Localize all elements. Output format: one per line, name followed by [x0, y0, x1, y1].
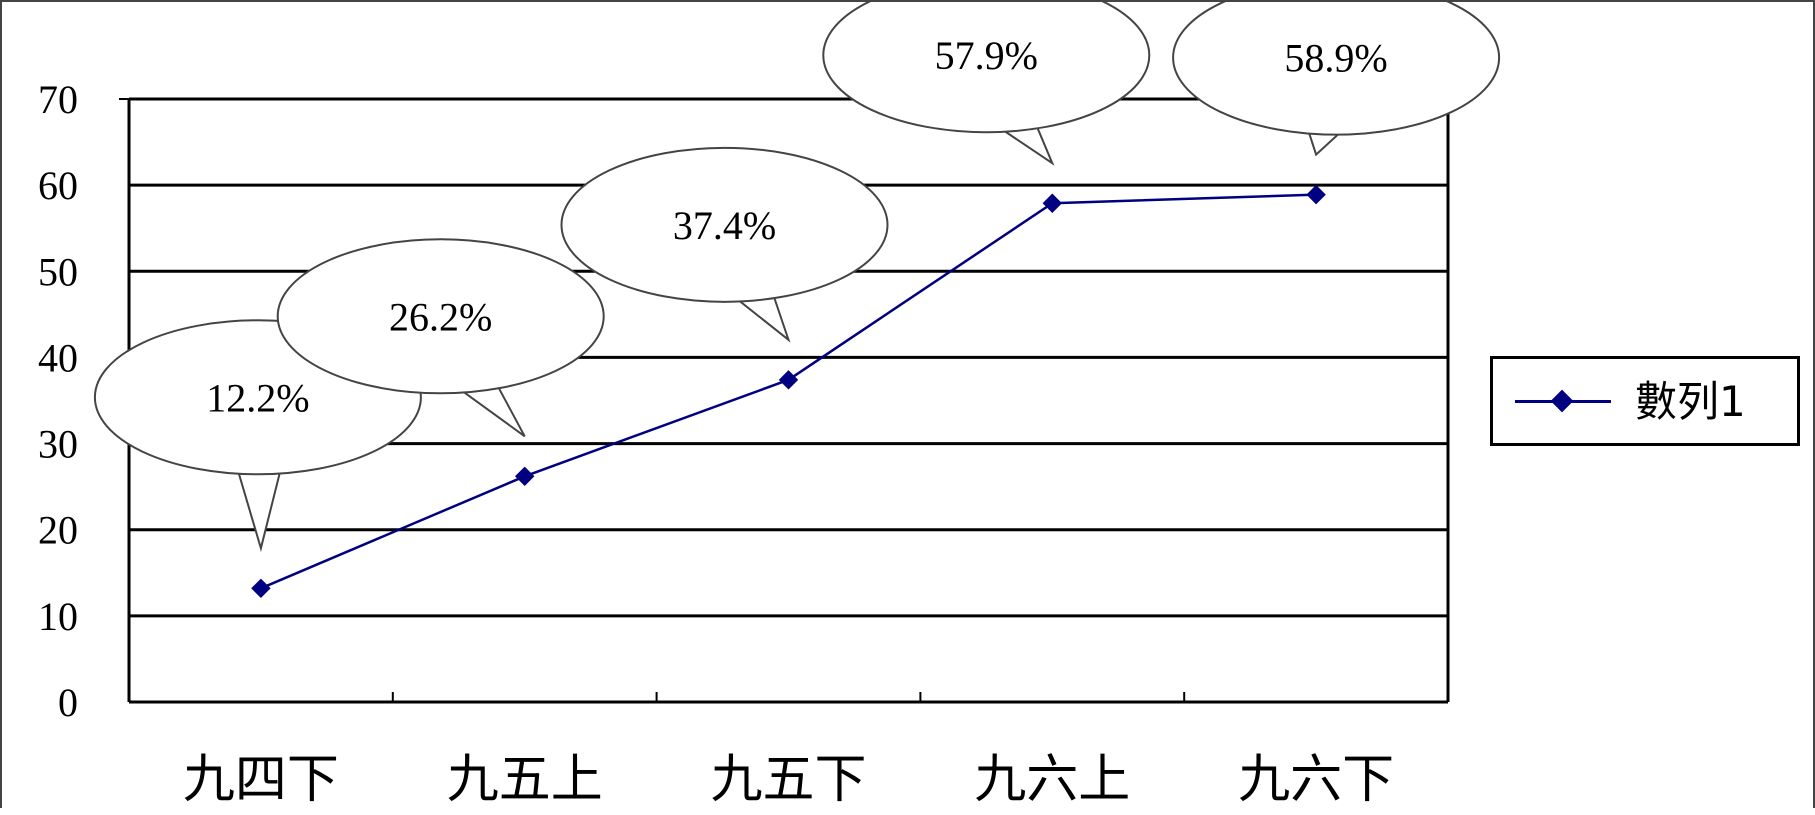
y-tick-label: 30 [38, 422, 78, 467]
y-tick-label: 20 [38, 508, 78, 553]
y-tick-label: 70 [38, 77, 78, 122]
legend: 數列1 [1490, 356, 1800, 446]
data-label: 37.4% [673, 203, 776, 248]
x-tick-label: 九五下 [710, 752, 866, 809]
data-point-marker [251, 578, 271, 598]
data-label: 12.2% [206, 375, 309, 420]
data-point-marker [778, 370, 799, 390]
y-tick-label: 0 [58, 680, 78, 725]
data-label: 58.9% [1284, 36, 1387, 81]
data-point-marker [514, 466, 535, 487]
callout-bubble [1172, 0, 1501, 136]
y-tick-label: 40 [38, 335, 78, 380]
data-label-callout: 58.9% [1172, 0, 1501, 157]
data-label: 57.9% [935, 33, 1038, 78]
y-tick-label: 10 [38, 594, 78, 639]
callout-bubble [560, 146, 889, 303]
data-label-callout: 57.9% [822, 0, 1151, 166]
data-label-callout: 26.2% [276, 238, 605, 438]
data-label: 26.2% [389, 294, 492, 339]
x-tick-label: 九四下 [183, 752, 339, 809]
y-axis-tick-labels: 0 10 20 30 40 50 60 70 [38, 77, 78, 725]
data-series [251, 184, 1326, 598]
callout-bubble [822, 0, 1151, 134]
callout-bubble [276, 238, 605, 395]
x-tick-label: 九六下 [1238, 752, 1394, 809]
data-point-marker [1306, 184, 1326, 205]
data-label-callouts: 12.2% 26.2% 37.4% 57.9% 58.9% [93, 0, 1501, 553]
data-label-callout: 37.4% [560, 146, 889, 343]
x-tick-label: 九六上 [974, 752, 1130, 809]
legend-diamond-marker-icon [1550, 389, 1574, 413]
data-point-marker [1042, 193, 1063, 213]
y-tick-label: 50 [38, 249, 78, 294]
x-axis-tick-labels: 九四下 九五上 九五下 九六上 九六下 [183, 752, 1394, 809]
legend-series-label: 數列1 [1635, 377, 1746, 426]
y-tick-label: 60 [38, 163, 78, 208]
x-tick-label: 九五上 [447, 752, 603, 809]
